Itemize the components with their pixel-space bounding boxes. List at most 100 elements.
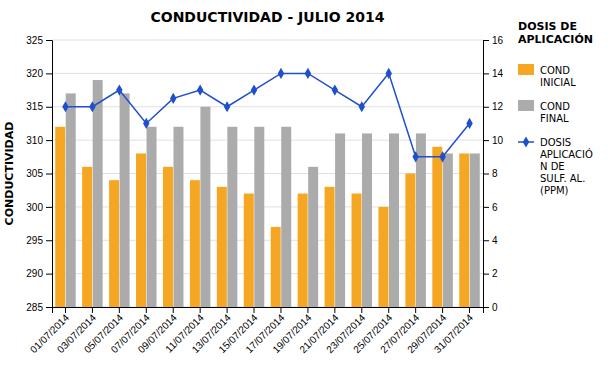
y-tick-label: 305	[26, 168, 43, 179]
tick-mark	[146, 307, 147, 313]
marker	[89, 101, 95, 112]
tick-mark	[483, 307, 489, 308]
bar	[405, 174, 415, 308]
x-axis: 01/07/201403/07/201405/07/201407/07/2014…	[28, 307, 484, 355]
legend-marker	[523, 136, 529, 147]
chart: 01/07/201403/07/201405/07/201407/07/2014…	[0, 0, 613, 369]
legend-label: CONDINICIAL	[540, 65, 576, 88]
bar	[82, 167, 92, 307]
bar	[389, 133, 399, 307]
y-tick: 325	[26, 35, 52, 46]
tick-mark	[46, 174, 52, 175]
line-series	[62, 68, 473, 163]
bar	[55, 127, 65, 307]
bar	[163, 167, 173, 307]
y-tick-label: 290	[26, 268, 43, 279]
y-tick: 300	[26, 202, 52, 213]
marks	[55, 68, 480, 307]
y2-tick: 4	[483, 235, 498, 246]
text-line: N DE	[540, 161, 565, 172]
y-tick: 320	[26, 68, 52, 79]
bar	[66, 93, 76, 307]
legend-item: CONDFINAL	[518, 100, 570, 124]
tick-mark	[469, 307, 470, 313]
y2-tick: 10	[483, 135, 504, 146]
bar	[93, 80, 103, 307]
text-line: SULF. AL.	[540, 173, 585, 184]
y2-tick: 12	[483, 101, 504, 112]
marker	[359, 101, 365, 112]
tick-mark	[46, 107, 52, 108]
bar	[190, 180, 200, 307]
legend-label: CONDFINAL	[540, 101, 570, 124]
text-line: DOSIS DE	[518, 20, 577, 33]
tick-mark	[483, 240, 489, 241]
y2-tick: 2	[483, 268, 498, 279]
marker	[332, 84, 338, 95]
bar	[443, 153, 453, 307]
tick-mark	[46, 307, 52, 308]
legend: CONDINICIALCONDFINALDOSISAPLICACIÓN DESU…	[518, 64, 593, 196]
y2-tick-label: 4	[492, 235, 498, 246]
bar	[173, 127, 183, 307]
tick-mark	[388, 307, 389, 313]
y2-tick: 6	[483, 202, 498, 213]
marker	[278, 68, 284, 79]
bar	[217, 187, 227, 307]
tick-mark	[361, 307, 362, 313]
text-line: (PPM)	[540, 185, 569, 196]
tick-mark	[200, 307, 201, 313]
tick-mark	[483, 207, 489, 208]
tick-mark	[483, 40, 489, 41]
y-tick: 315	[26, 101, 52, 112]
tick-mark	[46, 274, 52, 275]
bar	[416, 133, 426, 307]
bar	[325, 187, 335, 307]
x-tick-label: 31/07/2014	[432, 312, 475, 355]
grid-line	[52, 40, 483, 41]
text-line: COND	[540, 65, 570, 76]
bar	[298, 194, 308, 307]
marker	[116, 84, 122, 95]
tick-mark	[173, 307, 174, 313]
bar	[227, 127, 237, 307]
y2-tick-label: 14	[492, 68, 504, 79]
axis-line	[484, 41, 490, 308]
y-tick: 290	[26, 268, 52, 279]
y-tick-label: 300	[26, 202, 43, 213]
y2-tick-label: 8	[492, 168, 498, 179]
plot-area: 01/07/201403/07/201405/07/201407/07/2014…	[26, 35, 503, 355]
axis-line	[46, 41, 53, 308]
x-tick: 31/07/2014	[432, 307, 475, 355]
grid	[52, 40, 483, 307]
bar	[432, 147, 442, 307]
y-tick: 295	[26, 235, 52, 246]
bar	[120, 93, 130, 307]
tick-mark	[254, 307, 255, 313]
bar	[378, 207, 388, 307]
marker	[251, 84, 257, 95]
y-axis-title: CONDUCTIVIDAD	[3, 122, 16, 226]
legend-swatch	[518, 100, 534, 111]
y2-tick-label: 0	[492, 302, 498, 313]
tick-mark	[92, 307, 93, 313]
y2-tick-label: 2	[492, 268, 498, 279]
y2-tick: 8	[483, 168, 498, 179]
legend-swatch	[518, 64, 534, 75]
grid-line	[52, 73, 483, 74]
bar	[244, 194, 254, 307]
tick-mark	[483, 140, 489, 141]
tick-mark	[334, 307, 335, 313]
bar	[470, 153, 480, 307]
marker	[439, 151, 445, 162]
tick-mark	[227, 307, 228, 313]
bar	[109, 180, 119, 307]
marker	[412, 151, 418, 162]
text-line: FINAL	[540, 113, 569, 124]
marker	[197, 84, 203, 95]
marker	[143, 118, 149, 129]
marker	[305, 68, 311, 79]
bar	[200, 107, 210, 307]
bar-series	[66, 80, 480, 307]
tick-mark	[483, 174, 489, 175]
